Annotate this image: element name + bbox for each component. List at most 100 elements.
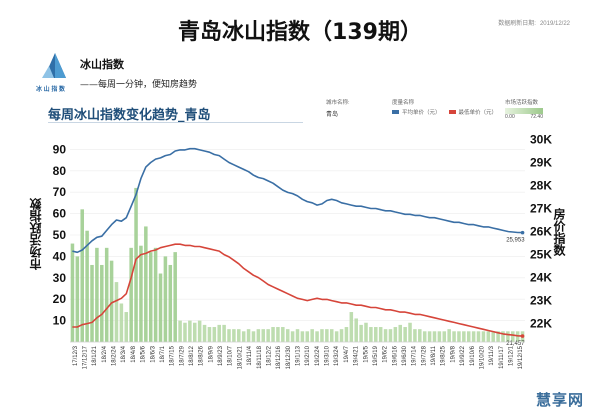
x-tick-label: 19/12/1 xyxy=(508,345,514,366)
activity-bar xyxy=(129,247,133,342)
index-min-label: 0.00 xyxy=(505,114,515,120)
activity-bar xyxy=(295,329,300,342)
activity-bar xyxy=(315,331,319,342)
activity-bar xyxy=(334,331,339,342)
series-end-label: 25,953 xyxy=(506,238,525,244)
activity-bar xyxy=(261,329,266,342)
activity-bar xyxy=(148,252,153,342)
y1-tick-label: 60 xyxy=(53,207,67,221)
x-tick-label: 18/11/4 xyxy=(247,345,253,365)
activity-bar xyxy=(515,331,520,342)
activity-bar xyxy=(378,327,383,342)
index-legend-label: 市场活跃指数 xyxy=(505,100,539,106)
activity-bar xyxy=(320,329,324,342)
activity-bar xyxy=(388,329,393,342)
x-tick-label: 18/2/4 xyxy=(102,345,108,362)
activity-bar xyxy=(139,245,143,342)
x-tick-label: 19/10/20 xyxy=(479,345,485,369)
x-tick-label: 19/6/2 xyxy=(383,345,389,362)
activity-bar xyxy=(486,331,491,342)
city-filter[interactable]: 城市名称: 青岛 xyxy=(326,98,350,118)
y2-tick-label: 28K xyxy=(530,179,552,193)
activity-bar xyxy=(349,312,354,342)
y2-tick-label: 27K xyxy=(530,202,552,216)
index-legend: 市场活跃指数 0.00 72.40 xyxy=(505,98,543,120)
activity-bar xyxy=(442,331,447,342)
activity-bar xyxy=(501,331,505,342)
x-tick-label: 18/3/4 xyxy=(121,345,127,362)
y1-tick-label: 90 xyxy=(53,142,67,156)
x-tick-label: 19/6/16 xyxy=(392,345,398,366)
activity-bar xyxy=(188,320,192,342)
x-tick-label: 19/7/14 xyxy=(412,345,418,366)
activity-bar xyxy=(192,322,197,342)
x-tick-label: 19/10/6 xyxy=(470,345,476,366)
activity-bar xyxy=(398,324,403,342)
activity-bar xyxy=(481,331,486,342)
activity-bar xyxy=(271,327,275,342)
activity-bar xyxy=(511,331,515,342)
activity-bar xyxy=(266,329,270,342)
activity-bar xyxy=(491,331,495,342)
y1-tick-label: 10 xyxy=(53,314,67,328)
activity-bar xyxy=(305,331,310,342)
legend-label-min: 最低单价（元） xyxy=(458,110,498,116)
activity-bar xyxy=(70,243,75,342)
activity-bar xyxy=(158,273,163,342)
x-tick-label: 18/7/15 xyxy=(170,345,176,366)
activity-bar xyxy=(80,209,84,342)
x-tick-label: 19/7/28 xyxy=(421,345,427,366)
activity-bar xyxy=(408,322,412,342)
activity-bar xyxy=(403,327,407,342)
x-tick-label: 18/9/23 xyxy=(218,345,224,366)
measure-legend-label: 度量名称 xyxy=(392,100,415,106)
legend-item-min[interactable]: 最低单价（元） xyxy=(448,108,498,116)
x-tick-label: 18/1/21 xyxy=(92,345,98,366)
series-end-point xyxy=(520,334,525,338)
activity-bar xyxy=(217,324,221,342)
x-tick-label: 19/8/25 xyxy=(441,345,447,366)
x-tick-label: 19/5/5 xyxy=(363,345,369,362)
x-tick-label: 18/7/1 xyxy=(160,345,166,362)
logo-caption: 冰 山 指 数 xyxy=(36,87,66,93)
title-divider xyxy=(48,122,303,123)
activity-bar xyxy=(383,329,388,342)
min-price-line xyxy=(72,243,523,337)
x-tick-label: 18/4/8 xyxy=(131,345,137,362)
x-tick-label: 17/12/3 xyxy=(73,345,79,366)
activity-bar xyxy=(227,329,231,342)
brand-name: 冰山指数 xyxy=(80,58,124,71)
page-title: 青岛冰山指数（139期） xyxy=(178,20,422,45)
city-filter-value[interactable]: 青岛 xyxy=(326,112,339,118)
activity-bar xyxy=(310,329,314,342)
x-tick-label: 18/8/26 xyxy=(199,345,205,366)
activity-bar xyxy=(100,264,104,342)
activity-bar xyxy=(364,322,368,342)
activity-bar xyxy=(359,324,363,342)
legend-swatch-red xyxy=(448,110,456,114)
activity-bar xyxy=(178,320,182,342)
activity-bar xyxy=(183,322,187,342)
x-tick-label: 19/4/7 xyxy=(344,345,350,362)
x-tick-label: 19/9/8 xyxy=(450,345,456,362)
x-tick-label: 19/5/19 xyxy=(373,345,379,366)
legend-item-avg[interactable]: 平均单价（元） xyxy=(392,108,441,116)
x-tick-label: 18/12/16 xyxy=(276,345,282,369)
x-tick-label: 18/5/6 xyxy=(141,345,147,362)
x-tick-label: 18/9/9 xyxy=(208,345,214,362)
site-watermark: 慧享网 xyxy=(535,391,584,409)
x-tick-label: 19/2/10 xyxy=(305,345,311,366)
activity-bar xyxy=(95,247,99,342)
activity-bar xyxy=(232,329,236,342)
x-tick-label: 17/12/17 xyxy=(83,345,89,369)
activity-bar xyxy=(109,260,114,342)
update-date: 数据刷新日期: 2019/12/22 xyxy=(494,18,570,27)
x-tick-label: 19/12/15 xyxy=(518,345,524,369)
y1-tick-label: 50 xyxy=(53,228,67,242)
activity-bar xyxy=(447,329,451,342)
y2-tick-label: 26K xyxy=(530,225,552,239)
x-tick-label: 18/7/29 xyxy=(179,345,185,366)
x-tick-label: 19/2/24 xyxy=(315,345,321,366)
x-tick-label: 18/12/2 xyxy=(266,345,272,366)
